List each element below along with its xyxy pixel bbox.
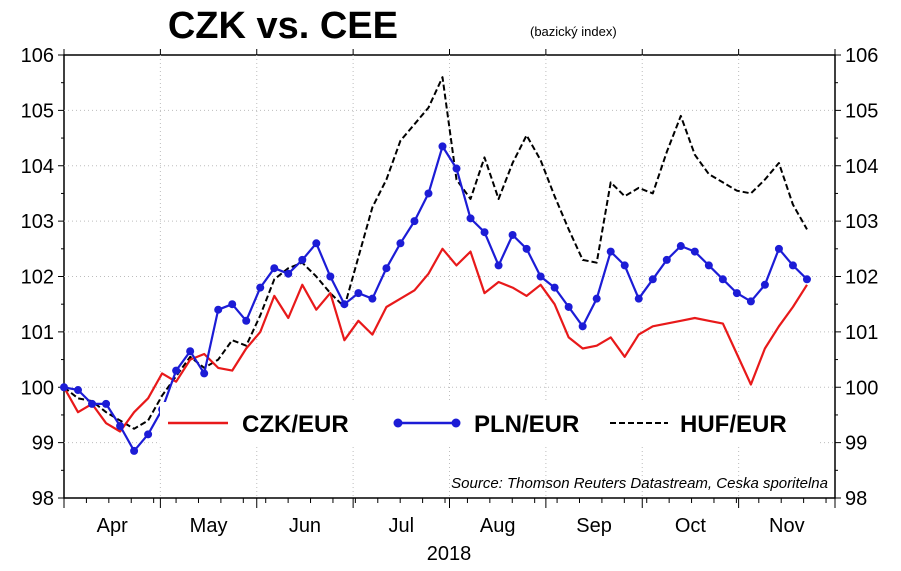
x-tick-label: May: [190, 515, 228, 537]
data-point-pln: [508, 230, 517, 239]
legend-label-pln-eur: PLN/EUR: [474, 411, 579, 438]
y-tick-label-left: 100: [21, 377, 54, 399]
data-point-pln: [494, 261, 503, 270]
data-point-pln: [676, 242, 685, 251]
data-point-pln: [760, 280, 769, 289]
data-point-pln: [200, 369, 209, 378]
axes: 98 98 99 99 100 100 101 101 102 102 103 103 104 104 10…: [21, 45, 879, 537]
data-point-pln: [144, 430, 153, 439]
y-tick-label-right: 98: [845, 488, 867, 510]
data-point-pln: [88, 399, 97, 408]
data-point-pln: [606, 247, 615, 256]
y-tick-label-left: 103: [21, 211, 54, 233]
data-point-pln: [312, 239, 321, 248]
data-point-pln: [102, 399, 111, 408]
data-point-pln: [536, 272, 545, 281]
data-point-pln: [438, 142, 447, 151]
y-tick-label-right: 106: [845, 45, 878, 67]
x-tick-label: Jun: [289, 515, 321, 537]
data-point-pln: [242, 316, 251, 325]
data-point-pln: [634, 294, 643, 303]
data-point-pln: [704, 261, 713, 270]
data-point-pln: [662, 255, 671, 264]
data-point-pln: [298, 255, 307, 264]
legend-marker: [393, 418, 403, 428]
data-point-pln: [382, 264, 391, 273]
y-tick-label-left: 98: [32, 488, 54, 510]
data-point-pln: [466, 214, 475, 223]
y-tick-label-right: 102: [845, 267, 878, 289]
data-point-pln: [172, 366, 181, 375]
series-layer: [60, 76, 811, 455]
data-point-pln: [256, 283, 265, 292]
data-point-pln: [396, 239, 405, 248]
data-point-pln: [452, 164, 461, 173]
data-point-pln: [788, 261, 797, 270]
data-point-pln: [718, 275, 727, 284]
data-point-pln: [746, 297, 755, 306]
data-point-pln: [802, 275, 811, 284]
x-axis-label: 2018: [427, 543, 472, 565]
data-point-pln: [270, 264, 279, 273]
y-tick-label-right: 104: [845, 156, 878, 178]
y-tick-label-left: 105: [21, 100, 54, 122]
data-point-pln: [522, 244, 531, 253]
data-point-pln: [214, 305, 223, 314]
data-point-pln: [648, 275, 657, 284]
series-line-czk-eur: [63, 247, 808, 433]
chart-subtitle: (bazický index): [530, 24, 617, 39]
y-tick-label-left: 106: [21, 45, 54, 67]
data-point-pln: [564, 302, 573, 311]
data-point-pln: [354, 289, 363, 298]
y-tick-label-right: 99: [845, 433, 867, 455]
data-point-pln: [690, 247, 699, 256]
source-note: Source: Thomson Reuters Datastream, Cesk…: [451, 475, 828, 492]
legend-box: [160, 402, 820, 444]
data-point-pln: [578, 322, 587, 331]
data-point-pln: [284, 269, 293, 278]
data-point-pln: [368, 294, 377, 303]
data-point-pln: [340, 300, 349, 309]
y-tick-label-left: 101: [21, 322, 54, 344]
data-point-pln: [774, 244, 783, 253]
data-point-pln: [592, 294, 601, 303]
chart-title: CZK vs. CEE: [168, 5, 398, 47]
legend-label-huf-eur: HUF/EUR: [680, 411, 787, 438]
y-tick-label-right: 100: [845, 377, 878, 399]
data-point-pln: [228, 300, 237, 309]
y-tick-label-right: 105: [845, 100, 878, 122]
x-tick-label: Oct: [675, 515, 707, 537]
data-point-pln: [186, 347, 195, 356]
data-point-pln: [620, 261, 629, 270]
x-tick-label: Aug: [480, 515, 516, 537]
x-tick-label: Jul: [389, 515, 415, 537]
x-tick-label: Apr: [97, 515, 128, 537]
data-point-pln: [130, 446, 139, 455]
y-tick-label-left: 99: [32, 433, 54, 455]
data-point-pln: [410, 217, 419, 226]
y-tick-label-right: 101: [845, 322, 878, 344]
legend: CZK/EUR PLN/EUR HUF/EUR: [168, 411, 787, 438]
legend-label-czk-eur: CZK/EUR: [242, 411, 349, 438]
data-point-pln: [74, 386, 83, 395]
data-point-pln: [732, 289, 741, 298]
y-tick-label-left: 104: [21, 156, 54, 178]
x-tick-label: Nov: [769, 515, 805, 537]
x-tick-label: Sep: [576, 515, 612, 537]
data-point-pln: [480, 228, 489, 237]
data-point-pln: [550, 283, 559, 292]
data-point-pln: [424, 189, 433, 198]
y-tick-label-left: 102: [21, 267, 54, 289]
legend-marker: [451, 418, 461, 428]
y-tick-label-right: 103: [845, 211, 878, 233]
series-line-huf-eur: [63, 76, 808, 430]
data-point-pln: [60, 383, 68, 392]
data-point-pln: [326, 272, 335, 281]
data-point-pln: [116, 422, 125, 431]
